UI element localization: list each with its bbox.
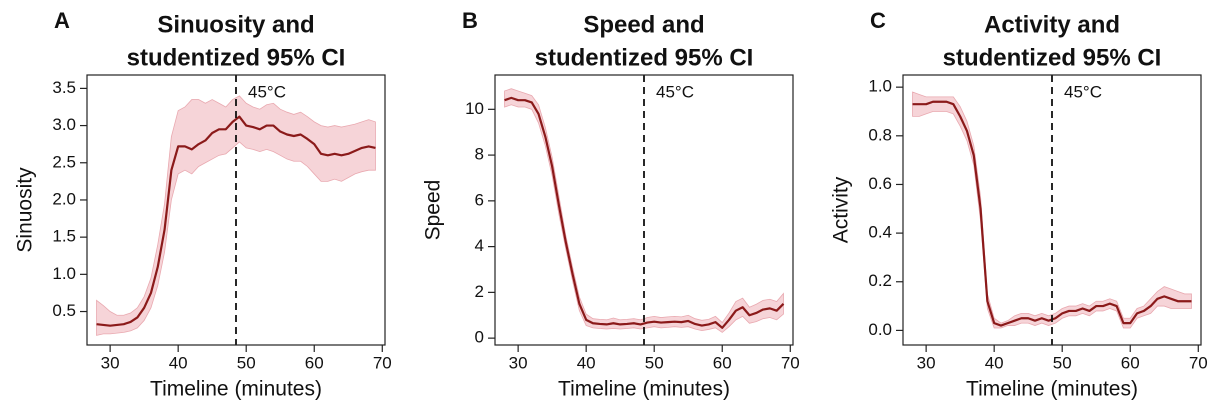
y-tick-label: 0.6	[868, 174, 892, 193]
chart-title: Activity and	[984, 11, 1120, 38]
mean-line	[504, 96, 785, 329]
y-tick-label: 2	[475, 282, 484, 301]
x-tick-label: 40	[169, 353, 188, 372]
x-axis-label: Timeline (minutes)	[558, 378, 730, 401]
y-axis-label: Sinuosity	[14, 167, 37, 253]
y-tick-label: 8	[475, 145, 484, 164]
x-axis-label: Timeline (minutes)	[966, 378, 1138, 401]
y-axis-label: Activity	[830, 176, 853, 243]
chart-title: studentized 95% CI	[127, 44, 346, 71]
y-tick-label: 0	[475, 328, 484, 347]
x-tick-label: 40	[985, 353, 1004, 372]
y-tick-label: 6	[475, 190, 484, 209]
plot-frame	[902, 74, 1202, 346]
x-tick-label: 30	[101, 353, 120, 372]
panel-label: C	[870, 8, 886, 33]
x-axis-label: Timeline (minutes)	[150, 378, 322, 401]
x-tick-label: 70	[373, 353, 392, 372]
chart-title: Speed and	[583, 11, 704, 38]
y-tick-label: 4	[475, 236, 484, 255]
plot-frame	[86, 74, 386, 346]
chart-title: studentized 95% CI	[535, 44, 754, 71]
ci-band	[96, 95, 376, 336]
panel-label: B	[462, 8, 478, 33]
x-tick-label: 70	[781, 353, 800, 372]
x-tick-label: 60	[1121, 353, 1140, 372]
x-tick-label: 30	[917, 353, 936, 372]
y-axis-label: Speed	[422, 180, 445, 241]
x-tick-label: 70	[1189, 353, 1208, 372]
y-tick-label: 0.4	[868, 223, 892, 242]
threshold-label: 45°C	[248, 82, 286, 101]
x-tick-label: 50	[645, 353, 664, 372]
y-tick-label: 10	[465, 99, 484, 118]
y-tick-label: 3.5	[52, 78, 76, 97]
y-tick-label: 0.2	[868, 271, 892, 290]
x-tick-label: 50	[1053, 353, 1072, 372]
y-tick-label: 0.5	[52, 301, 76, 320]
y-tick-label: 0.8	[868, 125, 892, 144]
ci-band	[912, 91, 1192, 329]
y-tick-label: 1.5	[52, 227, 76, 246]
y-tick-label: 1.0	[52, 264, 76, 283]
chart-title: studentized 95% CI	[943, 44, 1162, 71]
y-tick-label: 2.5	[52, 152, 76, 171]
y-tick-label: 0.0	[868, 320, 892, 339]
y-tick-label: 2.0	[52, 189, 76, 208]
x-tick-label: 50	[237, 353, 256, 372]
y-tick-label: 3.0	[52, 115, 76, 134]
x-tick-label: 40	[577, 353, 596, 372]
x-tick-label: 60	[713, 353, 732, 372]
panel-label: A	[54, 8, 70, 33]
mean-line	[96, 115, 376, 327]
x-tick-label: 60	[305, 353, 324, 372]
x-tick-label: 30	[509, 353, 528, 372]
plot-frame	[494, 74, 794, 346]
threshold-label: 45°C	[1064, 82, 1102, 101]
threshold-label: 45°C	[656, 82, 694, 101]
chart-title: Sinuosity and	[157, 11, 314, 38]
y-tick-label: 1.0	[868, 77, 892, 96]
